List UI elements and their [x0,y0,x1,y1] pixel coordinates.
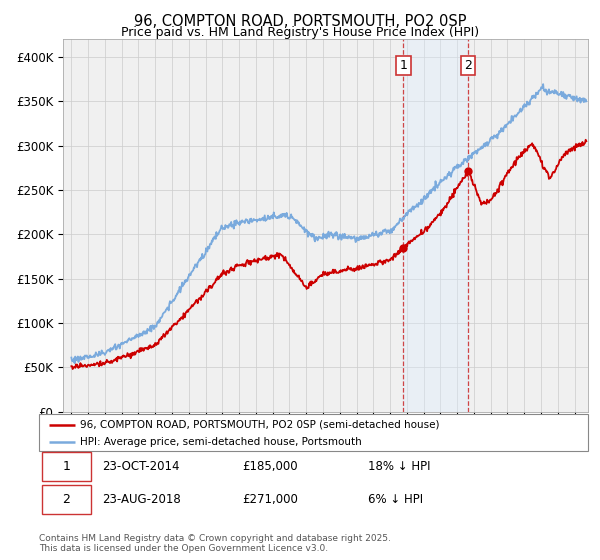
Text: £185,000: £185,000 [242,460,298,473]
Text: 23-OCT-2014: 23-OCT-2014 [102,460,179,473]
Text: 23-AUG-2018: 23-AUG-2018 [102,493,181,506]
Text: 2: 2 [62,493,70,506]
Text: 1: 1 [62,460,70,473]
Text: 96, COMPTON ROAD, PORTSMOUTH, PO2 0SP (semi-detached house): 96, COMPTON ROAD, PORTSMOUTH, PO2 0SP (s… [80,419,440,430]
Text: 96, COMPTON ROAD, PORTSMOUTH, PO2 0SP: 96, COMPTON ROAD, PORTSMOUTH, PO2 0SP [134,14,466,29]
Text: 6% ↓ HPI: 6% ↓ HPI [368,493,424,506]
Text: 1: 1 [400,59,407,72]
Text: Price paid vs. HM Land Registry's House Price Index (HPI): Price paid vs. HM Land Registry's House … [121,26,479,39]
Bar [42,485,91,514]
Text: £271,000: £271,000 [242,493,298,506]
Text: 18% ↓ HPI: 18% ↓ HPI [368,460,431,473]
Text: Contains HM Land Registry data © Crown copyright and database right 2025.
This d: Contains HM Land Registry data © Crown c… [39,534,391,553]
Text: 2: 2 [464,59,472,72]
Bar [42,452,91,481]
Bar [403,39,468,412]
Text: HPI: Average price, semi-detached house, Portsmouth: HPI: Average price, semi-detached house,… [80,437,362,447]
